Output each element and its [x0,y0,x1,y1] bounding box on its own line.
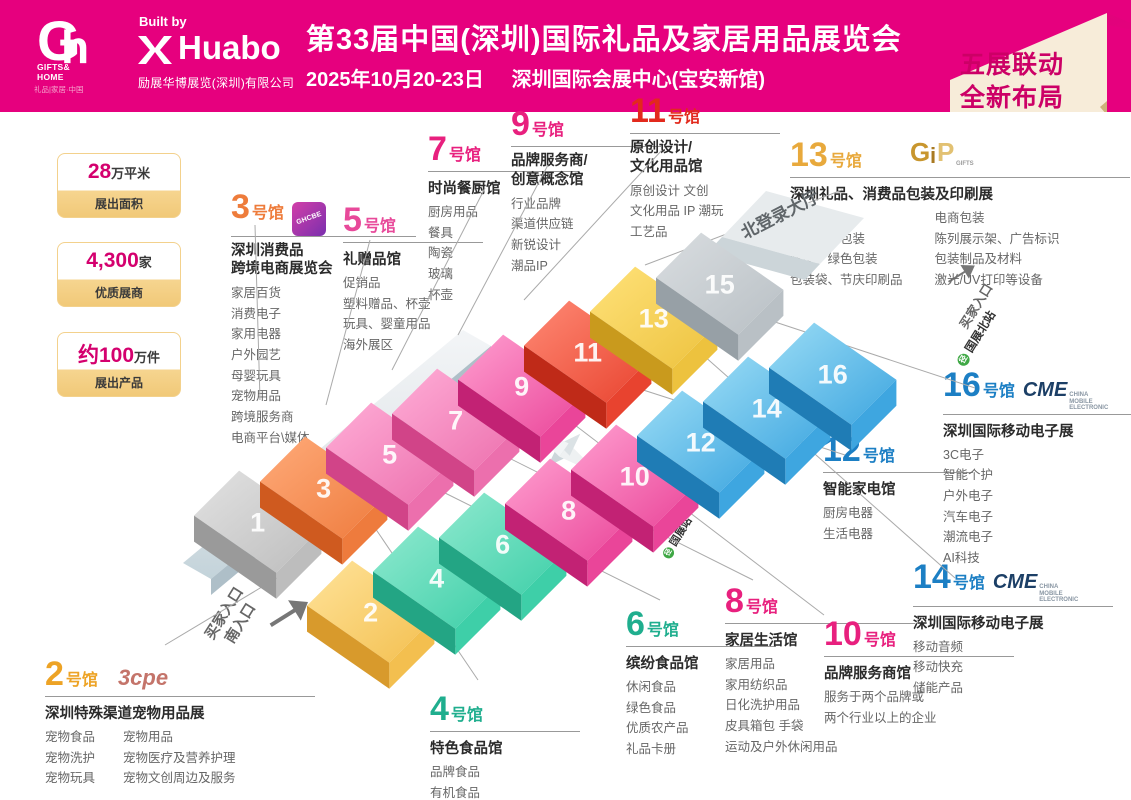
svg-text:1: 1 [250,508,265,538]
svg-text:15: 15 [705,270,735,300]
svg-text:3: 3 [316,474,331,504]
svg-text:6: 6 [495,530,510,560]
svg-text:16: 16 [818,360,848,390]
svg-text:9: 9 [514,372,529,402]
svg-text:8: 8 [561,496,576,526]
svg-text:2: 2 [363,598,378,628]
svg-text:7: 7 [448,406,463,436]
svg-text:5: 5 [382,440,397,470]
svg-text:4: 4 [429,564,444,594]
